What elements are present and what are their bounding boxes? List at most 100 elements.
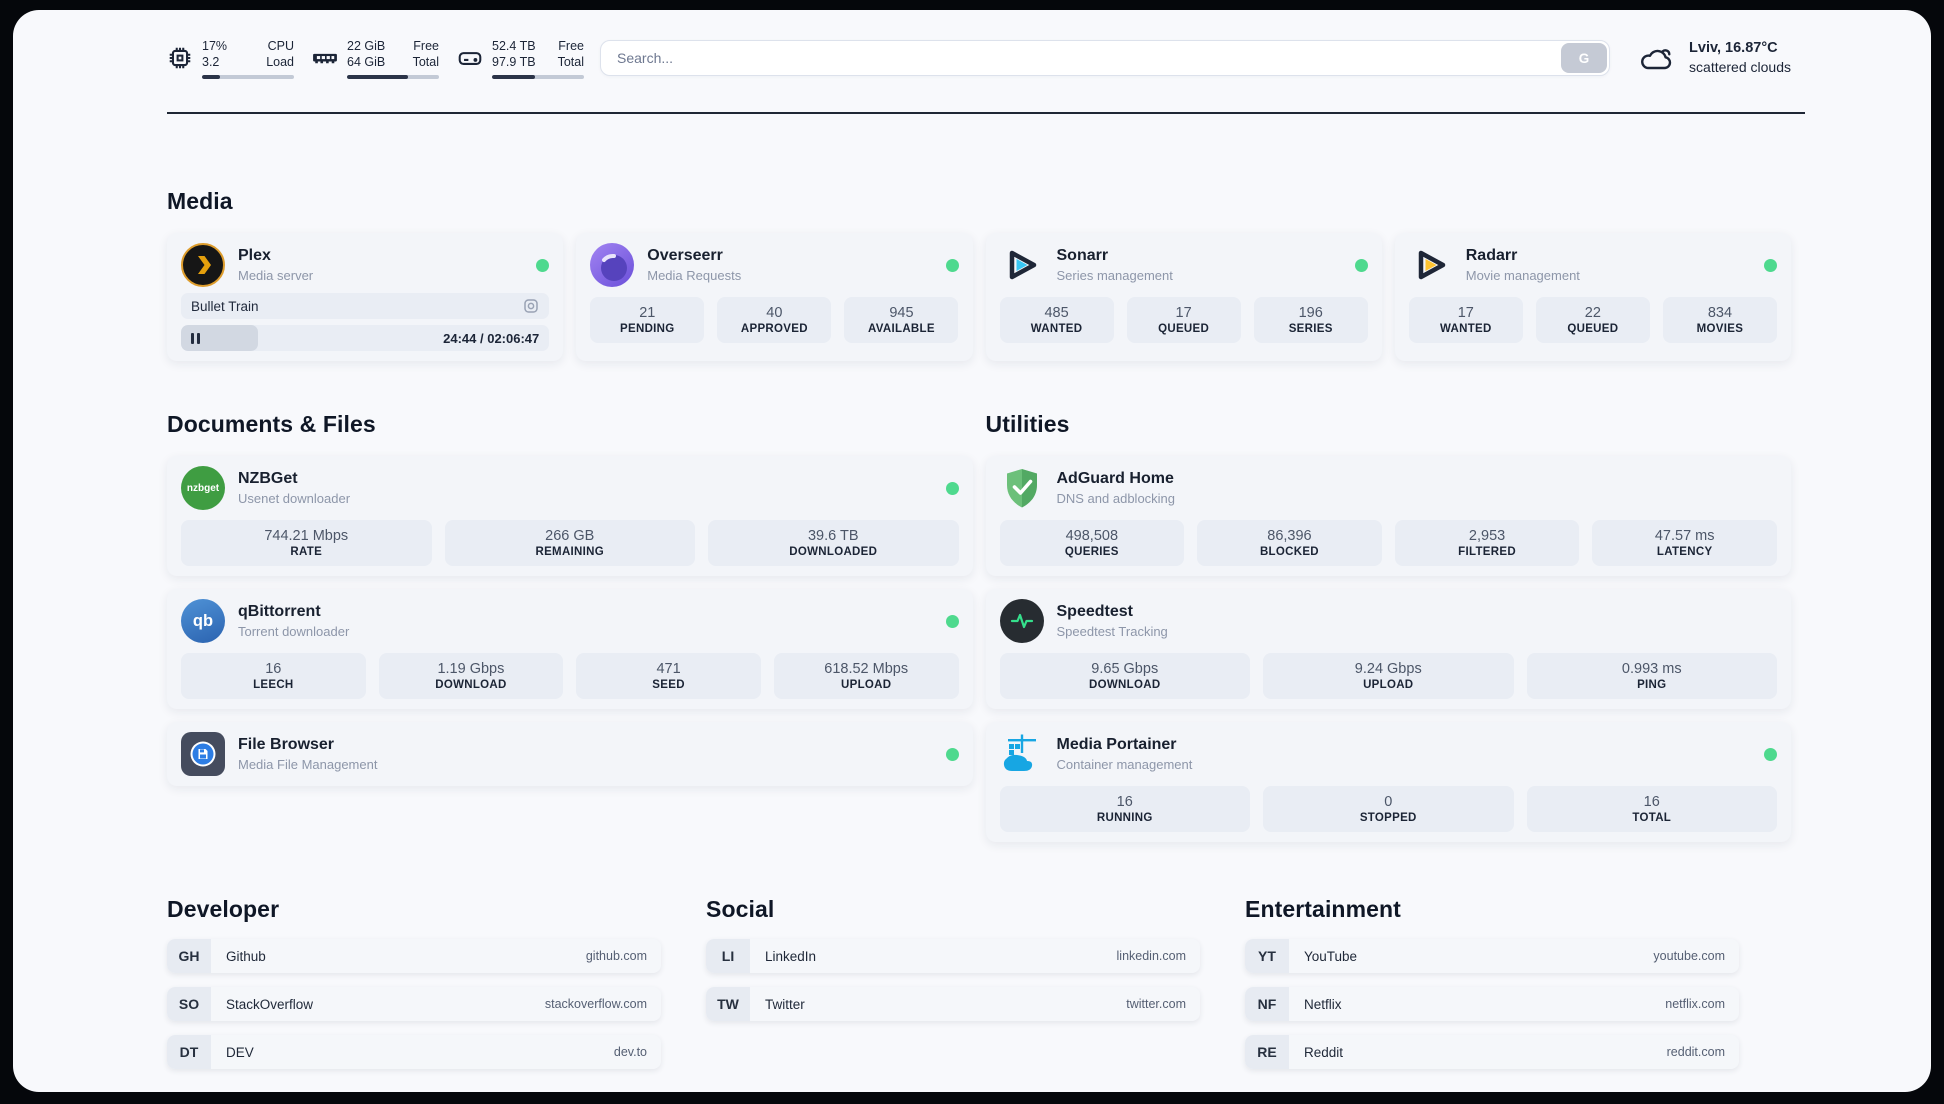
cpu-load-value: 3.2: [202, 55, 220, 69]
stat-ping: 0.993 ms PING: [1526, 653, 1777, 699]
nzbget-icon-text: nzbget: [186, 482, 220, 494]
cpu-stat: 17% CPU 3.2 Load: [167, 38, 294, 79]
session-info-icon[interactable]: [523, 298, 539, 314]
app-description: Torrent downloader: [238, 624, 350, 639]
bookmark-youtube[interactable]: YT YouTube youtube.com: [1245, 939, 1739, 973]
ram-icon: [313, 53, 337, 64]
stat-rate: 744.21 Mbps RATE: [181, 520, 432, 566]
app-card-nzbget[interactable]: nzbget NZBGet Usenet downloader 744.21 M…: [167, 456, 973, 576]
bookmark-twitter[interactable]: TW Twitter twitter.com: [706, 987, 1200, 1021]
status-dot-online: [536, 258, 550, 272]
stat-label: AVAILABLE: [868, 323, 935, 335]
app-card-qbittorrent[interactable]: qb qBittorrent Torrent downloader 16 LEE…: [167, 589, 973, 709]
disk-total-label: Total: [557, 55, 584, 69]
stat-value: 2,953: [1468, 528, 1506, 544]
app-name: qBittorrent: [238, 603, 321, 620]
stat-upload: 618.52 Mbps UPLOAD: [773, 653, 959, 699]
bookmark-name: Github: [226, 948, 266, 964]
stat-label: SERIES: [1288, 323, 1333, 335]
stat-value: 0.993 ms: [1621, 661, 1682, 677]
status-dot-online: [945, 258, 959, 272]
app-card-speedtest[interactable]: Speedtest Speedtest Tracking 9.65 Gbps D…: [985, 589, 1791, 709]
stat-label: DOWNLOAD: [435, 679, 507, 691]
radarr-icon: [1409, 243, 1453, 287]
app-card-filebrowser[interactable]: File Browser Media File Management: [167, 722, 973, 786]
plex-icon: [181, 243, 225, 287]
app-card-adguard[interactable]: AdGuard Home DNS and adblocking 498,508 …: [985, 456, 1791, 576]
section-title-entertainment: Entertainment: [1245, 896, 1401, 922]
stat-label: LEECH: [253, 679, 294, 691]
bookmark-stackoverflow[interactable]: SO StackOverflow stackoverflow.com: [167, 987, 661, 1021]
disk-stat: 52.4 TB Free 97.9 TB Total: [457, 38, 584, 79]
app-card-plex[interactable]: Plex Media server Bullet Train: [167, 233, 564, 361]
stat-value: 16: [265, 661, 282, 677]
playback-time: 24:44 / 02:06:47: [443, 330, 540, 346]
stat-value: 16: [1116, 794, 1133, 810]
bookmark-github[interactable]: GH Github github.com: [167, 939, 661, 973]
app-description: Series management: [1056, 268, 1173, 283]
bookmark-reddit[interactable]: RE Reddit reddit.com: [1245, 1035, 1739, 1069]
bookmark-name: Netflix: [1304, 996, 1342, 1012]
status-dot-online: [945, 614, 959, 628]
weather-widget: Lviv, 16.87°C scattered clouds: [1638, 38, 1791, 78]
stat-label: RATE: [290, 546, 323, 558]
header-divider: [167, 112, 1805, 114]
stat-value: 498,508: [1065, 528, 1119, 544]
bookmark-url: netflix.com: [1665, 997, 1725, 1011]
app-name: Radarr: [1465, 247, 1518, 264]
bookmark-name: Reddit: [1304, 1044, 1344, 1060]
bookmark-netflix[interactable]: NF Netflix netflix.com: [1245, 987, 1739, 1021]
app-card-radarr[interactable]: Radarr Movie management 17 WANTED 22 QUE…: [1394, 233, 1791, 361]
status-dot-online: [1354, 258, 1368, 272]
app-card-sonarr[interactable]: Sonarr Series management 485 WANTED 17 Q…: [985, 233, 1382, 361]
utilities-column: AdGuard Home DNS and adblocking 498,508 …: [985, 456, 1791, 842]
disk-total-value: 97.9 TB: [492, 55, 536, 69]
app-card-overseerr[interactable]: Overseerr Media Requests 21 PENDING 40 A…: [576, 233, 973, 361]
ram-progress-bar: [347, 74, 439, 79]
stat-label: WANTED: [1030, 323, 1083, 335]
stat-value: 945: [889, 305, 914, 321]
stat-queries: 498,508 QUERIES: [999, 520, 1185, 566]
app-name: Speedtest: [1056, 603, 1133, 620]
search-engine-button[interactable]: G: [1561, 43, 1608, 73]
status-dot-online: [1764, 747, 1777, 761]
stat-movies: 834 MOVIES: [1662, 297, 1777, 343]
app-name: NZBGet: [238, 470, 298, 487]
weather-location-temp: Lviv, 16.87°C: [1689, 40, 1778, 57]
stat-value: 17: [1457, 305, 1474, 321]
search-input[interactable]: [600, 40, 1611, 76]
bookmark-abbr: NF: [1245, 987, 1289, 1021]
bookmark-abbr: TW: [706, 987, 750, 1021]
stat-stopped: 0 STOPPED: [1263, 786, 1514, 832]
bookmark-linkedin[interactable]: LI LinkedIn linkedin.com: [706, 939, 1200, 973]
bookmark-url: stackoverflow.com: [544, 997, 647, 1011]
stat-value: 17: [1175, 305, 1192, 321]
cloud-icon: [1641, 49, 1672, 70]
ram-free-value: 22 GiB: [347, 38, 386, 53]
stat-queued: 17 QUEUED: [1126, 297, 1241, 343]
now-playing-title: Bullet Train: [191, 298, 259, 314]
app-description: Speedtest Tracking: [1056, 624, 1168, 639]
section-title-developer: Developer: [167, 896, 280, 922]
bookmark-name: DEV: [226, 1044, 254, 1060]
cpu-label: CPU: [267, 38, 294, 53]
stat-value: 9.65 Gbps: [1091, 661, 1159, 677]
cpu-load-label: Load: [266, 55, 294, 69]
stat-value: 47.57 ms: [1654, 528, 1715, 544]
qbittorrent-icon: qb: [181, 599, 225, 643]
status-dot-online: [1764, 258, 1777, 272]
playback-progress-row: 24:44 / 02:06:47: [181, 325, 550, 351]
speedtest-icon: [999, 599, 1044, 643]
section-title-social: Social: [706, 896, 775, 922]
bookmark-dev[interactable]: DT DEV dev.to: [167, 1035, 661, 1069]
app-card-portainer[interactable]: Media Portainer Container management 16 …: [985, 722, 1791, 842]
dashboard-page: 17% CPU 3.2 Load: [13, 10, 1931, 1092]
stat-leech: 16 LEECH: [181, 653, 366, 699]
bookmark-abbr: YT: [1245, 939, 1289, 973]
stat-value: 1.19 Gbps: [437, 661, 505, 677]
cpu-progress-bar: [202, 74, 294, 79]
cpu-icon: [169, 47, 191, 69]
stat-label: REMAINING: [535, 546, 604, 558]
stat-label: DOWNLOADED: [789, 546, 878, 558]
stat-value: 39.6 TB: [807, 528, 859, 544]
